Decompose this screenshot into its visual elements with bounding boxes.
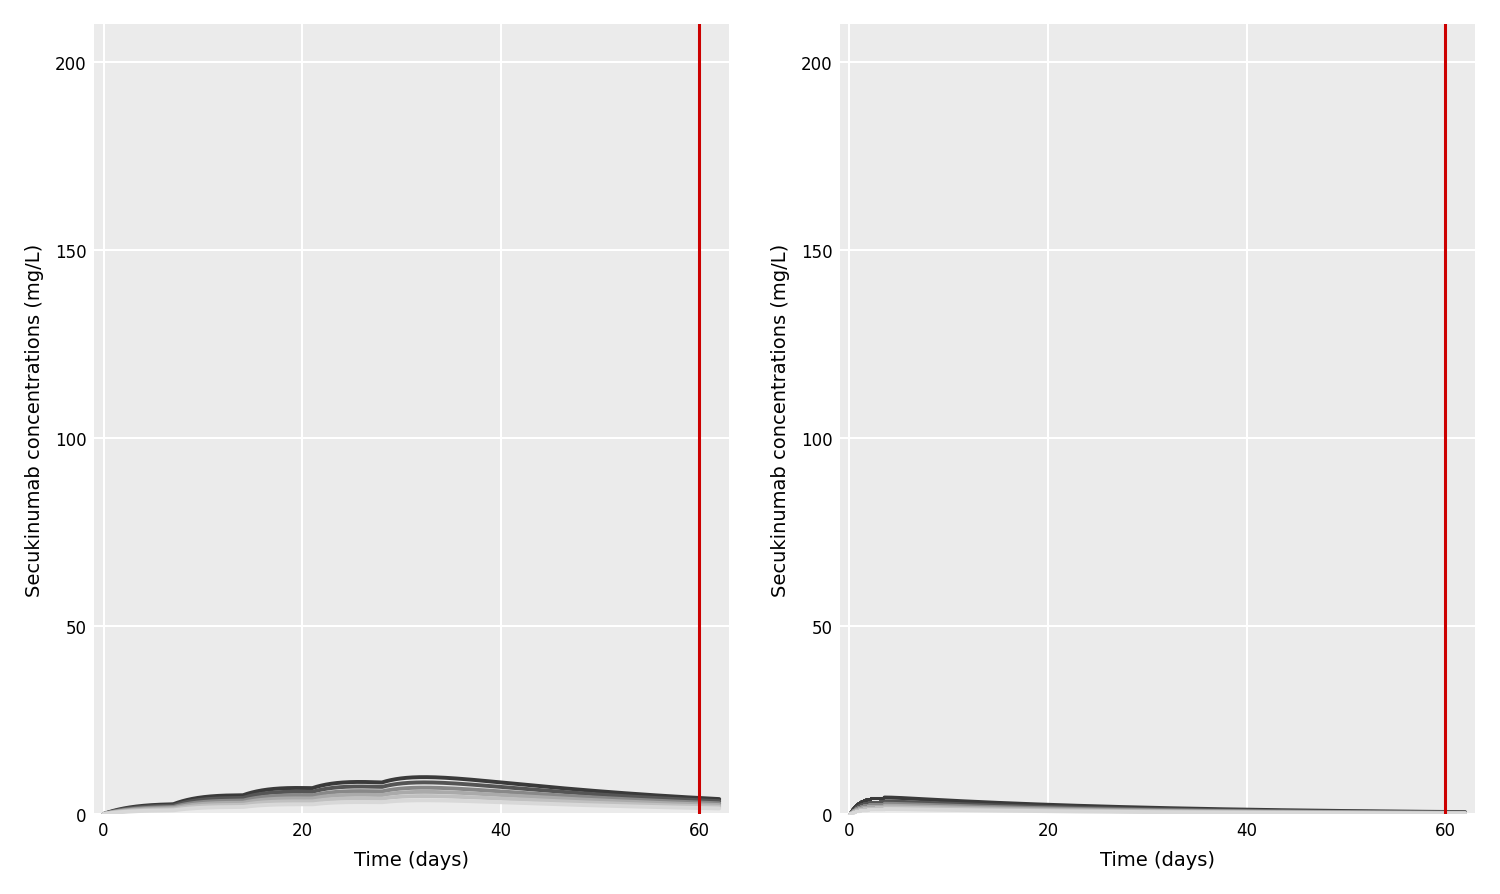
Y-axis label: Secukinumab concentrations (mg/L): Secukinumab concentrations (mg/L) — [771, 243, 790, 596]
X-axis label: Time (days): Time (days) — [1100, 850, 1215, 869]
X-axis label: Time (days): Time (days) — [354, 850, 470, 869]
Y-axis label: Secukinumab concentrations (mg/L): Secukinumab concentrations (mg/L) — [26, 243, 44, 596]
